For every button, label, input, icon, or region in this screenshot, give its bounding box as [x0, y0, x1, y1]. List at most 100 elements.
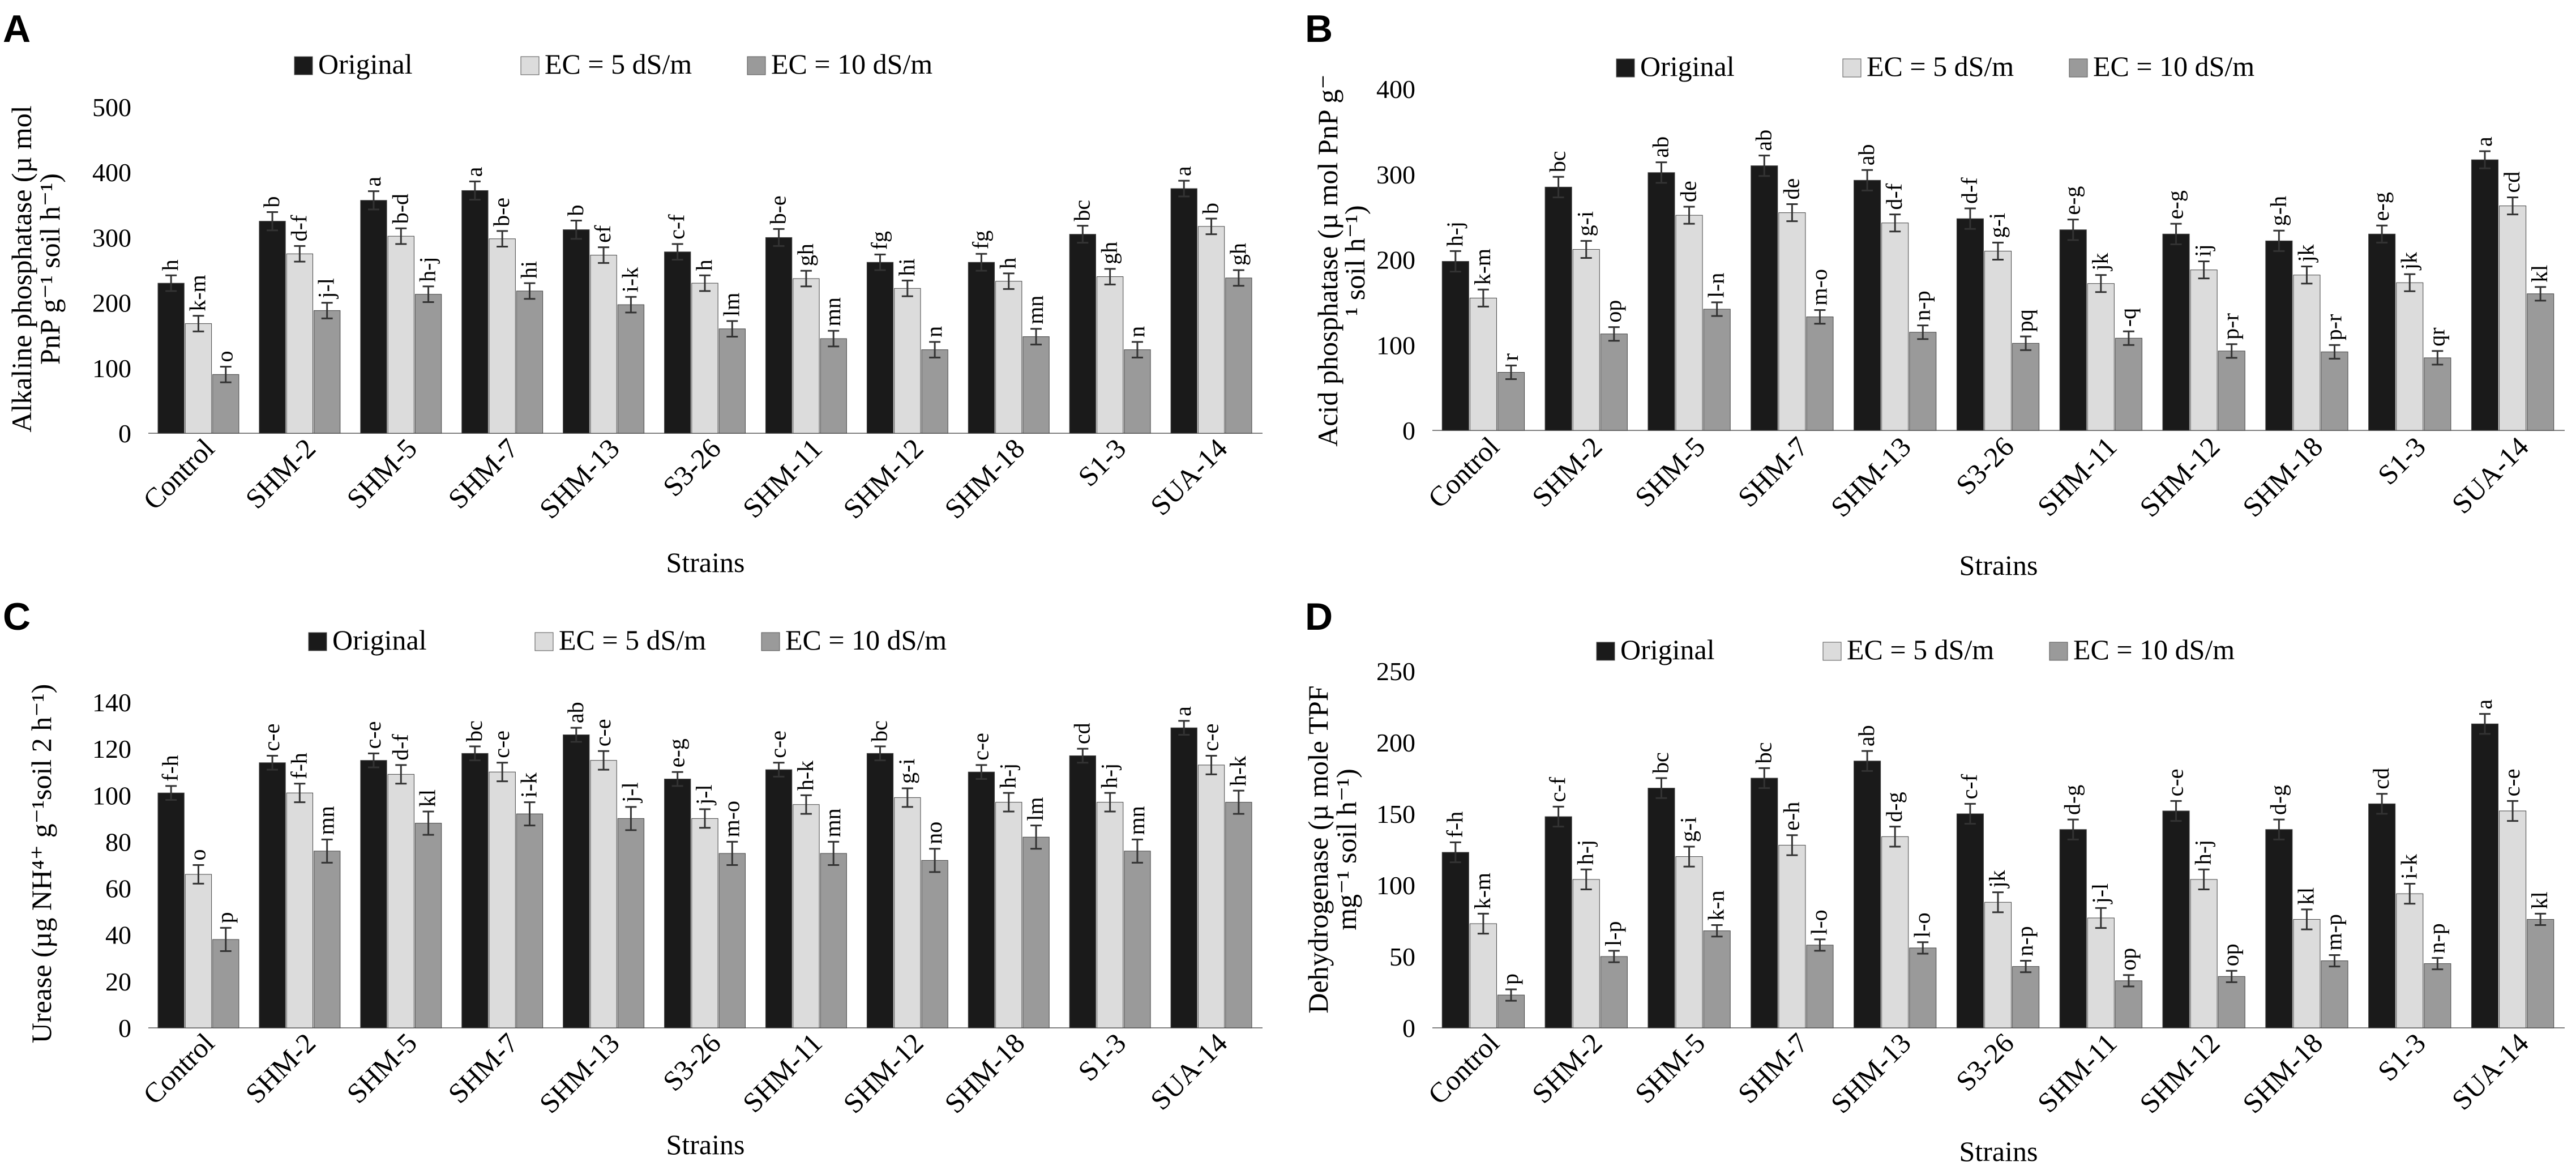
legend-label: EC = 10 dS/m — [771, 48, 932, 80]
bar — [1703, 309, 1731, 431]
significance-label: de — [1676, 181, 1701, 202]
significance-label: j-l — [314, 278, 339, 300]
y-tick-label: 100 — [92, 354, 131, 383]
significance-label: i-k — [516, 772, 541, 797]
bar — [286, 792, 314, 1028]
significance-label: i-k — [2396, 854, 2421, 879]
x-axis-title: Strains — [1959, 549, 2038, 581]
bar — [1022, 836, 1050, 1028]
bar — [1703, 930, 1731, 1028]
significance-label: e-g — [2163, 190, 2188, 219]
x-tick-label: SHM-11 — [2031, 430, 2123, 522]
bar — [212, 374, 239, 434]
significance-label: f-h — [286, 753, 311, 779]
significance-label: pq — [2012, 309, 2038, 332]
legend-swatch — [534, 632, 554, 651]
significance-label: d-f — [1957, 177, 1982, 204]
significance-label: l-o — [1909, 912, 1935, 937]
y-axis-label-line: ¹ soil h⁻¹) — [1339, 205, 1371, 315]
bar — [718, 853, 746, 1028]
x-tick-label: SHM-18 — [938, 1027, 1030, 1119]
significance-label: cd — [2499, 172, 2524, 193]
significance-label: ab — [1751, 130, 1776, 151]
bar — [894, 288, 921, 434]
significance-label: kl — [2527, 265, 2552, 283]
significance-label: -q — [2115, 308, 2141, 327]
significance-label: a — [1170, 166, 1196, 176]
bar — [2115, 980, 2142, 1028]
significance-label: m-o — [718, 801, 744, 837]
legend-label: Original — [318, 48, 413, 80]
significance-label: h-k — [1225, 756, 1251, 786]
x-tick-label: SHM-11 — [737, 432, 828, 524]
bar — [414, 294, 442, 434]
significance-label: de — [1778, 178, 1804, 200]
x-tick-label: Control — [1422, 430, 1505, 514]
significance-label: h — [995, 258, 1021, 269]
significance-label: d-f — [387, 734, 413, 761]
significance-label: h-j — [1442, 221, 1467, 246]
significance-label: r — [1497, 353, 1523, 361]
bar — [1675, 856, 1703, 1028]
significance-label: a — [2471, 699, 2497, 710]
bar — [1778, 844, 1806, 1028]
bar — [765, 769, 793, 1028]
significance-label: bc — [1069, 200, 1094, 221]
y-tick-label: 300 — [1376, 160, 1415, 189]
legend-swatch — [2049, 642, 2068, 661]
significance-label: b-e — [489, 198, 514, 227]
y-tick-label: 0 — [1402, 416, 1415, 445]
significance-label: b-d — [387, 194, 413, 224]
bar — [1197, 765, 1225, 1028]
x-tick-label: SHM-13 — [1825, 430, 1917, 523]
x-tick-label: SHM-18 — [2236, 1027, 2329, 1119]
bar — [691, 818, 718, 1028]
x-tick-label: SHM-5 — [1629, 1027, 1711, 1109]
significance-label: mn — [820, 297, 845, 326]
significance-label: c-e — [360, 721, 386, 749]
bar — [1751, 778, 1778, 1028]
significance-label: c-e — [590, 719, 615, 746]
significance-label: jk — [2087, 253, 2113, 272]
bar — [185, 323, 212, 434]
bar — [1600, 956, 1628, 1028]
significance-label: op — [2115, 948, 2141, 971]
bar — [1909, 332, 1937, 431]
y-tick-label: 100 — [1376, 331, 1415, 360]
significance-label: ij — [2190, 244, 2216, 257]
bar — [1675, 215, 1703, 431]
significance-label: gh — [1225, 243, 1251, 266]
bar — [2321, 960, 2348, 1028]
x-tick-label: SHM-12 — [837, 432, 929, 524]
bar — [157, 792, 185, 1028]
legend-label: EC = 5 dS/m — [545, 48, 692, 80]
significance-label: bc — [867, 720, 892, 742]
panel-label: C — [3, 595, 31, 638]
bar — [691, 283, 718, 434]
significance-label: ab — [1854, 725, 1879, 746]
bar — [2368, 803, 2396, 1028]
x-tick-label: SHM-2 — [1526, 1027, 1608, 1109]
y-tick-label: 250 — [1376, 657, 1415, 686]
y-tick-label: 100 — [92, 781, 131, 810]
bar — [314, 851, 341, 1028]
legend-label: EC = 5 dS/m — [1867, 50, 2014, 82]
bar — [894, 797, 921, 1028]
bar — [1806, 317, 1834, 431]
bar — [1469, 923, 1497, 1028]
significance-label: p — [212, 912, 238, 923]
bar — [2012, 343, 2040, 431]
significance-label: e-h — [1778, 802, 1804, 831]
significance-label: e-g — [2368, 192, 2394, 221]
bar — [212, 939, 239, 1028]
significance-label: c-e — [2499, 768, 2524, 796]
y-tick-label: 200 — [92, 289, 131, 318]
significance-label: h-j — [1573, 840, 1598, 865]
significance-label: g-i — [1573, 211, 1598, 236]
significance-label: k-m — [1470, 873, 1495, 909]
significance-label: fg — [968, 230, 993, 249]
bar — [1069, 755, 1096, 1028]
significance-label: b — [563, 204, 588, 216]
bar — [2162, 233, 2190, 431]
significance-label: fg — [867, 231, 892, 250]
